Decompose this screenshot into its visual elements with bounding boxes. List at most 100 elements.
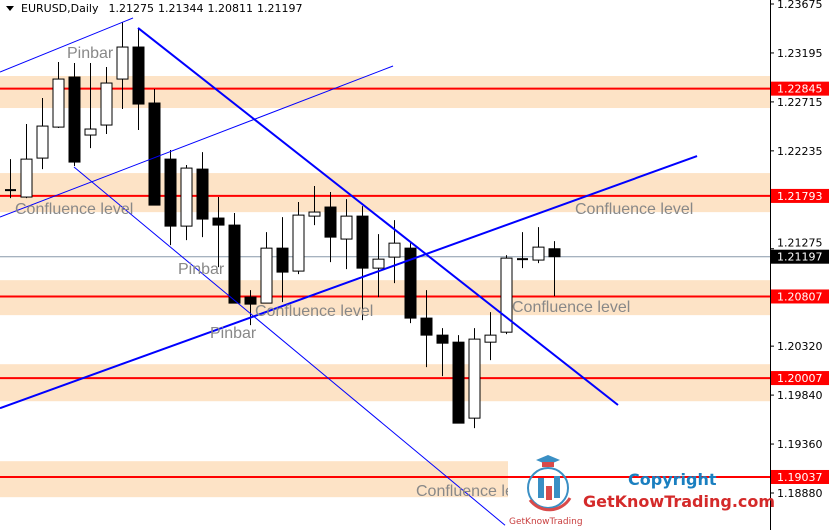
candle-body (548, 248, 561, 258)
candle (436, 328, 449, 377)
candle (52, 62, 65, 129)
candle-body (132, 46, 145, 105)
axis-tick-label: 1.19840 (777, 389, 823, 402)
candle (68, 63, 81, 167)
chart-header: EURUSD,Daily 1.21275 1.21344 1.20811 1.2… (6, 2, 302, 15)
candle (340, 199, 353, 270)
candle-body (388, 242, 401, 258)
candle (116, 22, 129, 110)
copyright-text: Copyright (628, 470, 717, 489)
candle (100, 67, 113, 135)
candle (420, 290, 433, 368)
candle (164, 150, 177, 246)
candle-body (116, 46, 129, 80)
trendline[interactable] (0, 65, 394, 218)
candle-body (356, 215, 369, 269)
confluence-zone (0, 364, 770, 402)
zones (0, 75, 770, 498)
candle (244, 290, 257, 326)
candle-body (196, 168, 209, 220)
candle (404, 243, 417, 324)
candle-body (100, 82, 113, 126)
axis-tick-label: 1.23675 (777, 0, 823, 11)
candle-body (420, 317, 433, 336)
candle (132, 27, 145, 131)
candle (452, 335, 465, 424)
open-value: 1.21275 (108, 2, 154, 15)
site-name: GetKnowTrading.com (583, 492, 776, 511)
dropdown-triangle-icon[interactable] (6, 6, 14, 11)
candle-body (292, 214, 305, 272)
current-price-tag (771, 249, 829, 264)
level-price-tag (771, 289, 829, 304)
site-text: GetKnowTrading.com (583, 492, 775, 511)
candle-body (500, 257, 513, 333)
axis-tick-label: 1.18880 (777, 487, 823, 500)
level-price-label: 1.22845 (777, 83, 823, 96)
candle-body (340, 215, 353, 240)
confluence-zone (0, 280, 770, 316)
level-price-label: 1.20007 (777, 372, 823, 385)
logo-text: GetKnowTrading (509, 517, 583, 527)
pinbar-label: Pinbar (67, 45, 114, 62)
candle-body (324, 206, 337, 238)
confluence-zone (0, 461, 508, 498)
candle-body (84, 128, 97, 136)
candle-body (228, 224, 241, 304)
level-price-label: 1.20807 (777, 290, 823, 303)
candle (548, 241, 561, 297)
price-axis[interactable]: 1.23675 1.23195 1.22715 1.22235 1.21275 1.203… (770, 0, 829, 500)
axis-tick-label: 1.21275 (777, 237, 823, 250)
candle-body (372, 258, 385, 269)
confluence-zone (0, 173, 770, 213)
candle-body (452, 341, 465, 424)
candle (468, 328, 481, 429)
candle-body (276, 247, 289, 273)
axis-tick-label: 1.22715 (777, 96, 823, 109)
candle-body (52, 78, 65, 128)
candle-body (212, 217, 225, 226)
candle (148, 89, 161, 206)
candle-body (260, 247, 273, 304)
trendline[interactable] (137, 27, 619, 406)
low-value: 1.20811 (207, 2, 253, 15)
level-price-label: 1.19037 (777, 471, 823, 484)
candle-body (20, 158, 33, 198)
level-price-tag (771, 188, 829, 203)
confluence-label: Confluence level (575, 201, 694, 218)
trendline[interactable] (73, 166, 506, 526)
candle (36, 98, 49, 170)
candle-body (468, 338, 481, 419)
candles (5, 22, 561, 429)
candle-body (484, 334, 497, 343)
current-price-label: 1.21197 (777, 251, 823, 264)
axis-tick-label: 1.19360 (777, 438, 823, 451)
candle (532, 227, 545, 264)
candle-body (164, 158, 177, 227)
confluence-label: Confluence level (512, 299, 631, 316)
candle (517, 232, 528, 269)
candle-body (532, 246, 545, 261)
candle (212, 197, 225, 268)
candle (276, 217, 289, 303)
candle-body (308, 211, 321, 217)
high-value: 1.21344 (157, 2, 204, 15)
candle (372, 234, 385, 298)
candle (180, 165, 193, 241)
trendline[interactable] (0, 17, 134, 73)
trendlines[interactable] (0, 17, 698, 526)
candle (324, 192, 337, 263)
level-price-tag (771, 469, 829, 484)
confluence-label: Confluence level (15, 201, 134, 218)
candle (20, 124, 33, 199)
axis-tick-label: 1.23195 (777, 47, 823, 60)
candle (228, 213, 241, 304)
candle (292, 202, 305, 275)
confluence-label: Confluence level (255, 303, 374, 320)
candle-body (148, 102, 161, 206)
candle-body (244, 296, 257, 305)
candle (5, 159, 16, 199)
trendline[interactable] (0, 155, 698, 410)
candle (308, 186, 321, 226)
